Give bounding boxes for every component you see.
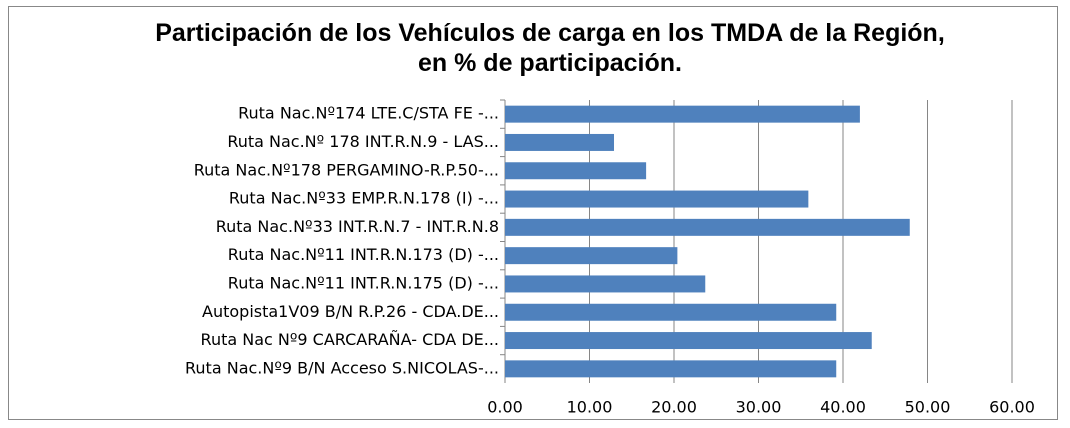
bar: [505, 247, 678, 265]
y-tick-label: Ruta Nac.Nº9 B/N Acceso S.NICOLAS-...: [185, 358, 499, 377]
x-tick-label: 50.00: [905, 398, 951, 417]
y-tick-label: Ruta Nac.Nº174 LTE.C/STA FE -...: [238, 104, 499, 123]
y-tick-label: Ruta Nac Nº9 CARCARAÑA- CDA DE...: [201, 330, 499, 349]
x-tick-label: 30.00: [736, 398, 782, 417]
y-tick-label: Ruta Nac.Nº33 EMP.R.N.178 (I) -...: [229, 189, 499, 208]
bar: [505, 275, 706, 293]
bar: [505, 332, 872, 350]
y-tick-label: Ruta Nac.Nº11 INT.R.N.173 (D) -...: [228, 245, 499, 264]
x-tick-label: 10.00: [567, 398, 613, 417]
bar: [505, 303, 837, 321]
x-tick-label: 0.00: [487, 398, 523, 417]
y-tick-label: Ruta Nac.Nº11 INT.R.N.175 (D) -...: [228, 273, 499, 292]
bar: [505, 218, 910, 236]
x-tick-label: 40.00: [820, 398, 866, 417]
y-tick-label: Autopista1V09 B/N R.P.26 - CDA.DE...: [202, 302, 499, 321]
bar: [505, 105, 860, 123]
y-tick-label: Ruta Nac.Nº178 PERGAMINO-R.P.50-...: [194, 160, 499, 179]
bar: [505, 190, 809, 208]
y-tick-label: Ruta Nac.Nº33 INT.R.N.7 - INT.R.N.8: [216, 217, 499, 236]
x-tick-label: 20.00: [651, 398, 697, 417]
bar: [505, 133, 615, 151]
bar: [505, 360, 837, 378]
x-tick-label: 60.00: [989, 398, 1035, 417]
chart-title: Participación de los Vehículos de carga …: [155, 19, 945, 77]
bar: [505, 162, 647, 180]
chart-frame: [8, 6, 1058, 420]
y-tick-label: Ruta Nac.Nº 178 INT.R.N.9 - LAS...: [227, 132, 499, 151]
